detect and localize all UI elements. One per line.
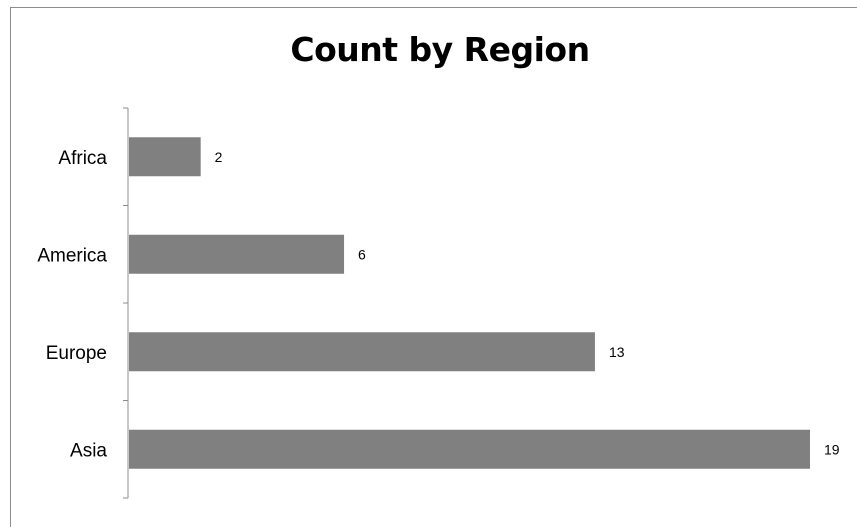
bar-asia — [129, 429, 810, 469]
category-label-europe: Europe — [46, 343, 107, 364]
data-label-asia: 19 — [824, 441, 840, 457]
bar-africa — [129, 137, 201, 177]
category-label-asia: Asia — [70, 440, 107, 461]
data-label-africa: 2 — [215, 149, 223, 165]
chart-title: Count by Region — [290, 30, 590, 69]
bar-america — [129, 234, 345, 274]
data-label-europe: 13 — [609, 344, 625, 360]
bar-europe — [129, 332, 595, 372]
category-label-america: America — [37, 245, 107, 266]
data-label-america: 6 — [358, 246, 366, 262]
category-label-africa: Africa — [58, 148, 107, 169]
